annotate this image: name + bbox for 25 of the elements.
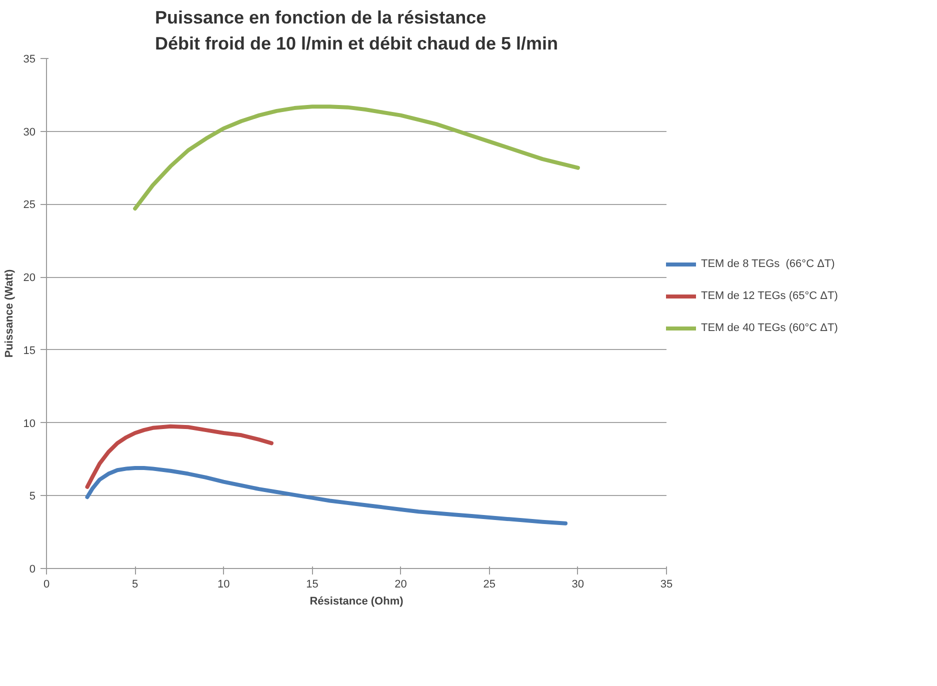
x-tick-label: 35 <box>660 578 673 590</box>
x-tick-label: 10 <box>218 578 230 590</box>
legend-label: TEM de 8 TEGs (66°C ΔT) <box>701 258 835 270</box>
chart-title: Puissance en fonction de la résistance Débit froid de 10 l/min et débit chaud de 5 l/min <box>154 8 558 54</box>
legend-label: TEM de 40 TEGs (60°C ΔT) <box>701 322 838 334</box>
y-tick-label: 20 <box>23 272 36 284</box>
x-axis-title: Résistance (Ohm) <box>310 596 404 608</box>
line-series <box>85 424 274 489</box>
y-tick-label: 5 <box>29 490 36 503</box>
x-tick-label: 20 <box>394 578 407 590</box>
y-tick-label: 25 <box>23 199 36 212</box>
y-tick-label: 0 <box>29 564 36 576</box>
x-tick-label: 15 <box>306 578 318 590</box>
line-series <box>133 104 580 211</box>
legend-label: TEM de 12 TEGs (65°C ΔT) <box>701 290 838 302</box>
y-tick-label: 35 <box>23 54 36 66</box>
y-tick-label: 30 <box>23 126 36 138</box>
x-tick-label: 25 <box>483 578 496 590</box>
line-series <box>85 466 568 526</box>
x-tick-label: 30 <box>572 578 584 590</box>
y-tick-label: 15 <box>23 344 36 357</box>
x-tick-label: 0 <box>43 578 50 590</box>
y-tick-label: 10 <box>23 418 36 430</box>
x-tick-label: 5 <box>132 578 138 590</box>
y-axis-title: Puissance (Watt) <box>3 269 16 358</box>
